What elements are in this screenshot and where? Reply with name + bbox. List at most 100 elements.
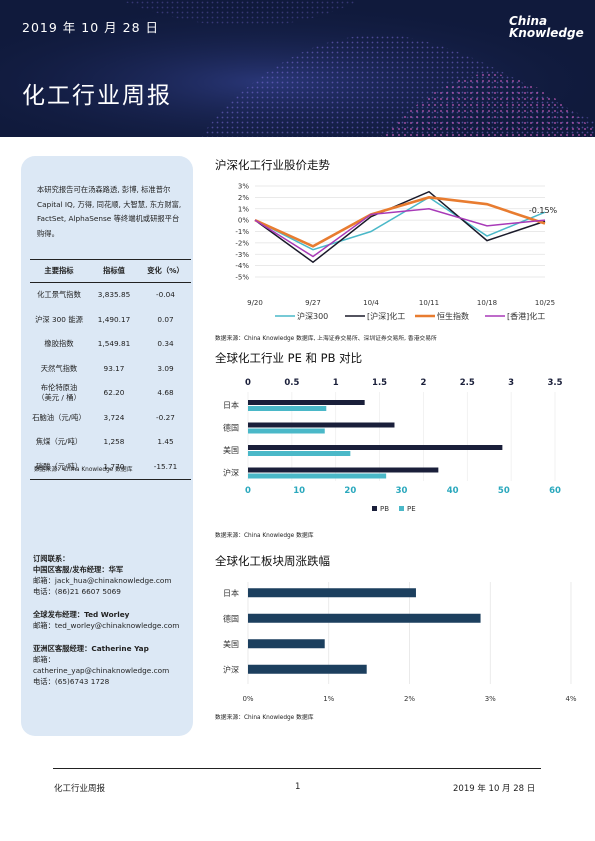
- table-header: 变化（%）: [140, 259, 191, 283]
- category-label: 日本: [223, 588, 239, 598]
- contact-block: 全球发布经理：Ted Worley 邮箱：ted_worley@chinakno…: [33, 609, 189, 631]
- y-tick-label: -3%: [235, 251, 249, 259]
- china-knowledge-logo: China Knowledge: [509, 14, 584, 40]
- chart-title: 全球化工板块周涨跌幅: [215, 554, 330, 568]
- top-axis-tick-label: 2.5: [460, 378, 475, 388]
- table-row: 焦煤（元/吨） 1,258 1.45: [35, 437, 174, 447]
- china-phone: 电话：(86)21 6607 5069: [33, 587, 121, 596]
- table-source: 数据来源：China Knowledge 数据库: [34, 467, 133, 473]
- change-bar: [248, 664, 367, 674]
- x-tick-label: 10/4: [363, 299, 379, 307]
- data-label: -0.15%: [529, 206, 558, 215]
- table-row: 天然气指数 93.17 3.09: [40, 363, 174, 373]
- legend-label: PE: [407, 505, 416, 513]
- y-tick-label: -5%: [235, 274, 249, 282]
- top-axis-tick-label: 2: [420, 378, 426, 388]
- x-tick-label: 10/18: [477, 299, 497, 307]
- table-header: 主要指标: [30, 259, 88, 283]
- legend-swatch: [399, 506, 404, 511]
- page-number: 1: [295, 782, 301, 792]
- report-header: 2019 年 10 月 28 日 化工行业周报 China Knowledge: [0, 0, 595, 137]
- series-line: [254, 196, 546, 251]
- y-tick-label: -2%: [235, 239, 249, 247]
- table-row: 沪深 300 能源 1,490.17 0.07: [35, 314, 174, 324]
- x-tick-label: 2%: [404, 695, 415, 703]
- x-tick-label: 3%: [485, 695, 496, 703]
- contact-block: 亚洲区客服经理：Catherine Yap 邮箱：catherine_yap@c…: [33, 643, 189, 687]
- pb-bar: [248, 467, 439, 473]
- bottom-axis-tick-label: 50: [498, 486, 510, 496]
- category-label: 德国: [223, 423, 239, 433]
- bottom-axis-tick-label: 20: [344, 486, 356, 496]
- category-label: 沪深: [223, 468, 239, 478]
- series-line: [254, 196, 546, 248]
- legend-swatch: [372, 506, 377, 511]
- x-tick-label: 10/25: [535, 299, 555, 307]
- china-email[interactable]: 邮箱：jack_hua@chinaknowledge.com: [33, 576, 172, 585]
- legend-label: [香港]化工: [507, 311, 545, 321]
- asia-email[interactable]: 邮箱：catherine_yap@chinaknowledge.com: [33, 655, 170, 675]
- bottom-axis-tick-label: 40: [447, 486, 459, 496]
- top-axis-tick-label: 1.5: [372, 378, 387, 388]
- y-tick-label: 2%: [238, 194, 249, 202]
- x-tick-label: 0%: [242, 695, 253, 703]
- y-tick-label: 0%: [238, 217, 249, 225]
- change-bar: [248, 588, 416, 598]
- asia-phone: 电话：(65)6743 1728: [33, 677, 110, 686]
- category-label: 沪深: [223, 664, 239, 674]
- x-tick-label: 4%: [565, 695, 576, 703]
- chart-source: 数据来源：China Knowledge 数据库: [215, 715, 314, 721]
- top-axis-tick-label: 3: [508, 378, 514, 388]
- pb-bar: [248, 400, 365, 405]
- series-line: [254, 207, 546, 258]
- change-bar: [248, 639, 325, 649]
- chart-title: 沪深化工行业股价走势: [215, 158, 330, 172]
- table-row: 布伦特原油（美元 / 桶） 62.20 4.68: [37, 383, 174, 403]
- report-title: 化工行业周报: [22, 83, 172, 109]
- global-email[interactable]: 邮箱：ted_worley@chinaknowledge.com: [33, 621, 180, 630]
- y-tick-label: -1%: [235, 228, 249, 236]
- legend-label: 沪深300: [297, 311, 328, 321]
- pb-bar: [248, 422, 395, 428]
- table-row: 化工景气指数 3,835.85 -0.04: [37, 290, 175, 300]
- footer-title: 化工行业周报: [54, 784, 106, 794]
- sidebar-intro: 本研究报告可在汤森路透, 彭博, 标准普尔Capital IQ, 万得, 同花顺…: [37, 185, 182, 238]
- category-label: 日本: [223, 400, 239, 410]
- legend-label: PB: [380, 505, 389, 513]
- y-tick-label: 3%: [238, 183, 249, 191]
- top-axis-tick-label: 1: [333, 378, 339, 388]
- indicator-table: 主要指标 指标值 变化（%） 化工景气指数 3,835.85 -0.04 沪深 30…: [30, 259, 191, 480]
- report-date: 2019 年 10 月 28 日: [22, 20, 159, 35]
- table-row: 石脑油（元/吨） 3,724 -0.27: [32, 412, 175, 422]
- table-header: 指标值: [88, 259, 140, 283]
- y-tick-label: 1%: [238, 205, 249, 213]
- top-axis-tick-label: 3.5: [547, 378, 562, 388]
- bottom-axis-tick-label: 30: [396, 486, 408, 496]
- change-bar: [248, 613, 481, 623]
- footer-divider: [53, 768, 541, 769]
- top-axis-tick-label: 0: [245, 378, 251, 388]
- pe-bar: [248, 406, 327, 411]
- bottom-axis-tick-label: 60: [549, 486, 561, 496]
- pe-bar: [248, 428, 325, 434]
- x-tick-label: 9/27: [305, 299, 321, 307]
- table-row: 橡胶指数 1,549.81 0.34: [44, 339, 174, 349]
- x-tick-label: 1%: [323, 695, 334, 703]
- chart-title: 全球化工行业 PE 和 PB 对比: [215, 351, 363, 365]
- x-tick-label: 9/20: [247, 299, 263, 307]
- footer-date: 2019 年 10 月 28 日: [453, 784, 536, 794]
- table-row: 硝酸（元/吨） 1,770 -15.71: [30, 454, 191, 480]
- series-line: [254, 190, 546, 264]
- category-label: 德国: [223, 613, 239, 623]
- chart-source: 数据来源：China Knowledge 数据库: [215, 533, 314, 539]
- stock-trend-line-chart: 3% 2% 1% 0% -1% -2% -3% -4% -5% 9/20 9/27 10/4 10/11…: [235, 183, 558, 322]
- top-axis-tick-label: 0.5: [284, 378, 299, 388]
- pe-bar: [248, 473, 387, 479]
- legend-label: [沪深]化工: [367, 311, 405, 321]
- contact-block: 订阅联系： 中国区客服/发布经理：华军 邮箱：jack_hua@chinakno…: [33, 553, 189, 597]
- pb-bar: [248, 445, 503, 450]
- category-label: 美国: [223, 445, 239, 455]
- category-label: 美国: [223, 639, 239, 649]
